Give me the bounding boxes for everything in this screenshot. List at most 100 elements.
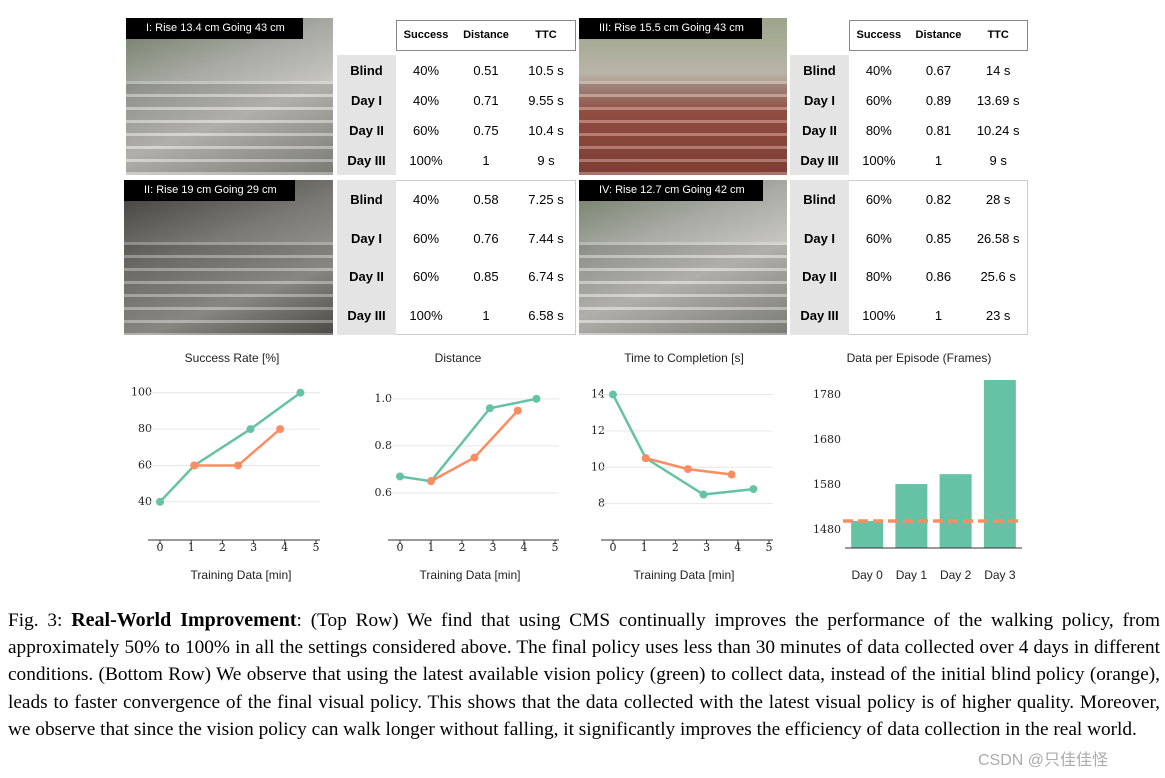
table: Blind 60% 0.82 28 s Day I 60% 0.85 26.58 s Day I…: [790, 180, 1028, 335]
table-cell: 0.85: [473, 269, 499, 285]
y-tick-label: 12: [591, 424, 605, 437]
x-tick-label: 5: [552, 541, 559, 554]
row-label: Blind: [337, 55, 396, 85]
table-cell: 1: [482, 308, 490, 324]
row-label: Day I: [790, 85, 849, 115]
table-cell: 80%: [865, 269, 892, 285]
table-cell: 0.71: [473, 92, 499, 108]
point: [699, 490, 708, 499]
point: [190, 461, 199, 470]
point: [513, 406, 522, 415]
y-tick-label: 1680: [813, 433, 841, 446]
y-tick-label: 1.0: [375, 392, 393, 405]
table-cell: 9.55 s: [528, 92, 564, 108]
table-cell: 40%: [412, 62, 440, 78]
caption: Fig. 3: Real-World Improvement: (Top Row…: [8, 607, 1160, 743]
row-label: Day II: [337, 257, 396, 297]
table-cell: 0.81: [925, 122, 952, 138]
table-cell: 40%: [412, 191, 440, 207]
x-axis-label: Training Data [min]: [634, 568, 735, 582]
x-tick-label: 2: [459, 541, 466, 554]
table-cell: 0.86: [925, 269, 952, 285]
table-cell: 23 s: [985, 308, 1011, 324]
table-cell: 60%: [865, 92, 892, 108]
photo-label: III: Rise 15.5 cm Going 43 cm: [579, 18, 762, 39]
table-cell: 1: [934, 308, 943, 324]
table-cell: 7.44 s: [528, 230, 564, 246]
y-tick-label: 1780: [813, 388, 841, 401]
column-header: Success: [403, 29, 449, 41]
chart-title: Time to Completion [s]: [624, 351, 744, 365]
table-cell: 100%: [409, 308, 443, 324]
table-cell: 60%: [865, 191, 892, 207]
x-tick-label: 3: [250, 541, 257, 554]
table-cell: 60%: [412, 230, 440, 246]
x-axis-label: Training Data [min]: [420, 568, 521, 582]
table-cell: 60%: [412, 122, 440, 138]
line: [194, 428, 281, 467]
table-cell: 10.5 s: [528, 62, 564, 78]
chart-title: Distance: [435, 351, 482, 365]
row-label: Day III: [337, 145, 396, 175]
photo: IV: Rise 12.7 cm Going 42 cm: [579, 180, 787, 335]
point: [683, 465, 692, 474]
x-tick-label: 0: [157, 541, 164, 554]
row-label: Blind: [337, 180, 396, 219]
table-cell: 80%: [865, 122, 892, 138]
photo: II: Rise 19 cm Going 29 cm: [124, 180, 333, 335]
point: [234, 461, 242, 470]
y-tick-label: 80: [138, 422, 152, 435]
table-cell: 0.75: [473, 122, 499, 138]
table-cell: 14 s: [985, 62, 1011, 78]
x-tick-label: 1: [188, 541, 195, 554]
y-tick-label: 1580: [813, 478, 841, 491]
table-cell: 10.24 s: [976, 122, 1020, 138]
line: [611, 393, 754, 496]
point: [727, 470, 736, 479]
column-header: Distance: [463, 29, 509, 41]
header-box: [396, 20, 576, 51]
row-label: Day I: [337, 85, 396, 115]
point: [609, 390, 617, 399]
table-cell: 60%: [412, 269, 440, 285]
chart-title: Success Rate [%]: [185, 351, 280, 365]
point: [156, 497, 164, 506]
x-tick-label: 4: [521, 541, 528, 554]
table-cell: 28 s: [985, 191, 1011, 207]
x-tick-label: 1: [641, 541, 648, 554]
photo: III: Rise 15.5 cm Going 43 cm: [579, 18, 787, 175]
table-cell: 1: [934, 152, 943, 168]
bar: [851, 520, 884, 548]
column-header: Success: [856, 29, 902, 41]
table-cell: 9 s: [537, 152, 555, 168]
table-cell: 25.6 s: [980, 269, 1016, 285]
table-cell: 9 s: [989, 152, 1007, 168]
bar: [895, 484, 928, 548]
x-tick-label: 2: [219, 541, 226, 554]
table: Blind 40% 0.58 7.25 s Day I 60% 0.76 7.44 s Day …: [337, 180, 576, 335]
table-cell: 1: [482, 152, 490, 168]
table-cell: 0.85: [925, 230, 952, 246]
caption-title: Real-World Improvement: [71, 609, 297, 631]
header-box: [849, 20, 1028, 51]
point: [749, 485, 758, 494]
point: [246, 425, 255, 434]
y-tick-label: 40: [138, 495, 152, 508]
x-tick-label: Day 1: [896, 568, 928, 582]
photo: I: Rise 13.4 cm Going 43 cm: [126, 18, 333, 175]
y-tick-label: 100: [131, 386, 152, 399]
x-axis-label: Training Data [min]: [191, 568, 292, 582]
x-tick-label: 3: [703, 541, 710, 554]
row-label: Day II: [790, 257, 849, 297]
caption-label: Fig. 3:: [8, 610, 63, 631]
table-cell: 26.58 s: [976, 230, 1020, 246]
point: [470, 453, 479, 462]
x-tick-label: 4: [281, 541, 288, 554]
table-cell: 7.25 s: [528, 191, 564, 207]
table-cell: 40%: [865, 62, 892, 78]
y-tick-label: 0.6: [375, 486, 393, 499]
x-tick-label: 1: [428, 541, 435, 554]
table-cell: 13.69 s: [976, 92, 1020, 108]
bar: [939, 474, 972, 548]
